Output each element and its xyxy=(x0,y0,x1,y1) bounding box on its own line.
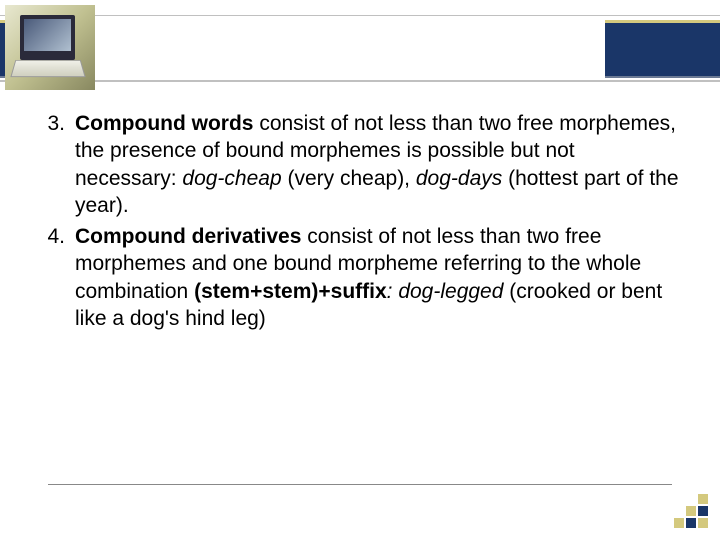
logo-keyboard xyxy=(10,60,85,77)
list-text: Compound words consist of not less than … xyxy=(75,110,680,219)
list-item-3: 3. Compound words consist of not less th… xyxy=(45,110,680,219)
example-italic: dog-legged xyxy=(398,280,503,303)
text-run: : xyxy=(387,280,399,303)
list-text: Compound derivatives consist of not less… xyxy=(75,223,680,332)
text-run: (very cheap), xyxy=(282,167,416,190)
deco-square xyxy=(698,518,708,528)
logo-monitor xyxy=(20,15,75,60)
corner-decoration xyxy=(672,492,708,528)
deco-square xyxy=(674,518,684,528)
list-number: 3. xyxy=(45,110,75,219)
deco-square xyxy=(698,506,708,516)
title-background xyxy=(95,20,605,78)
list-number: 4. xyxy=(45,223,75,332)
footer-divider xyxy=(48,484,672,485)
term-bold: Compound derivatives xyxy=(75,225,301,248)
list-item-4: 4. Compound derivatives consist of not l… xyxy=(45,223,680,332)
formula-bold: (stem+stem)+suffix xyxy=(194,280,387,303)
example-italic: dog-cheap xyxy=(182,167,281,190)
deco-square xyxy=(686,506,696,516)
logo-screen xyxy=(24,19,71,51)
term-bold: Compound words xyxy=(75,112,253,135)
deco-square xyxy=(686,518,696,528)
deco-square xyxy=(698,494,708,504)
example-italic: dog-days xyxy=(416,167,502,190)
logo-image xyxy=(5,5,95,90)
content-area: 3. Compound words consist of not less th… xyxy=(45,110,680,336)
